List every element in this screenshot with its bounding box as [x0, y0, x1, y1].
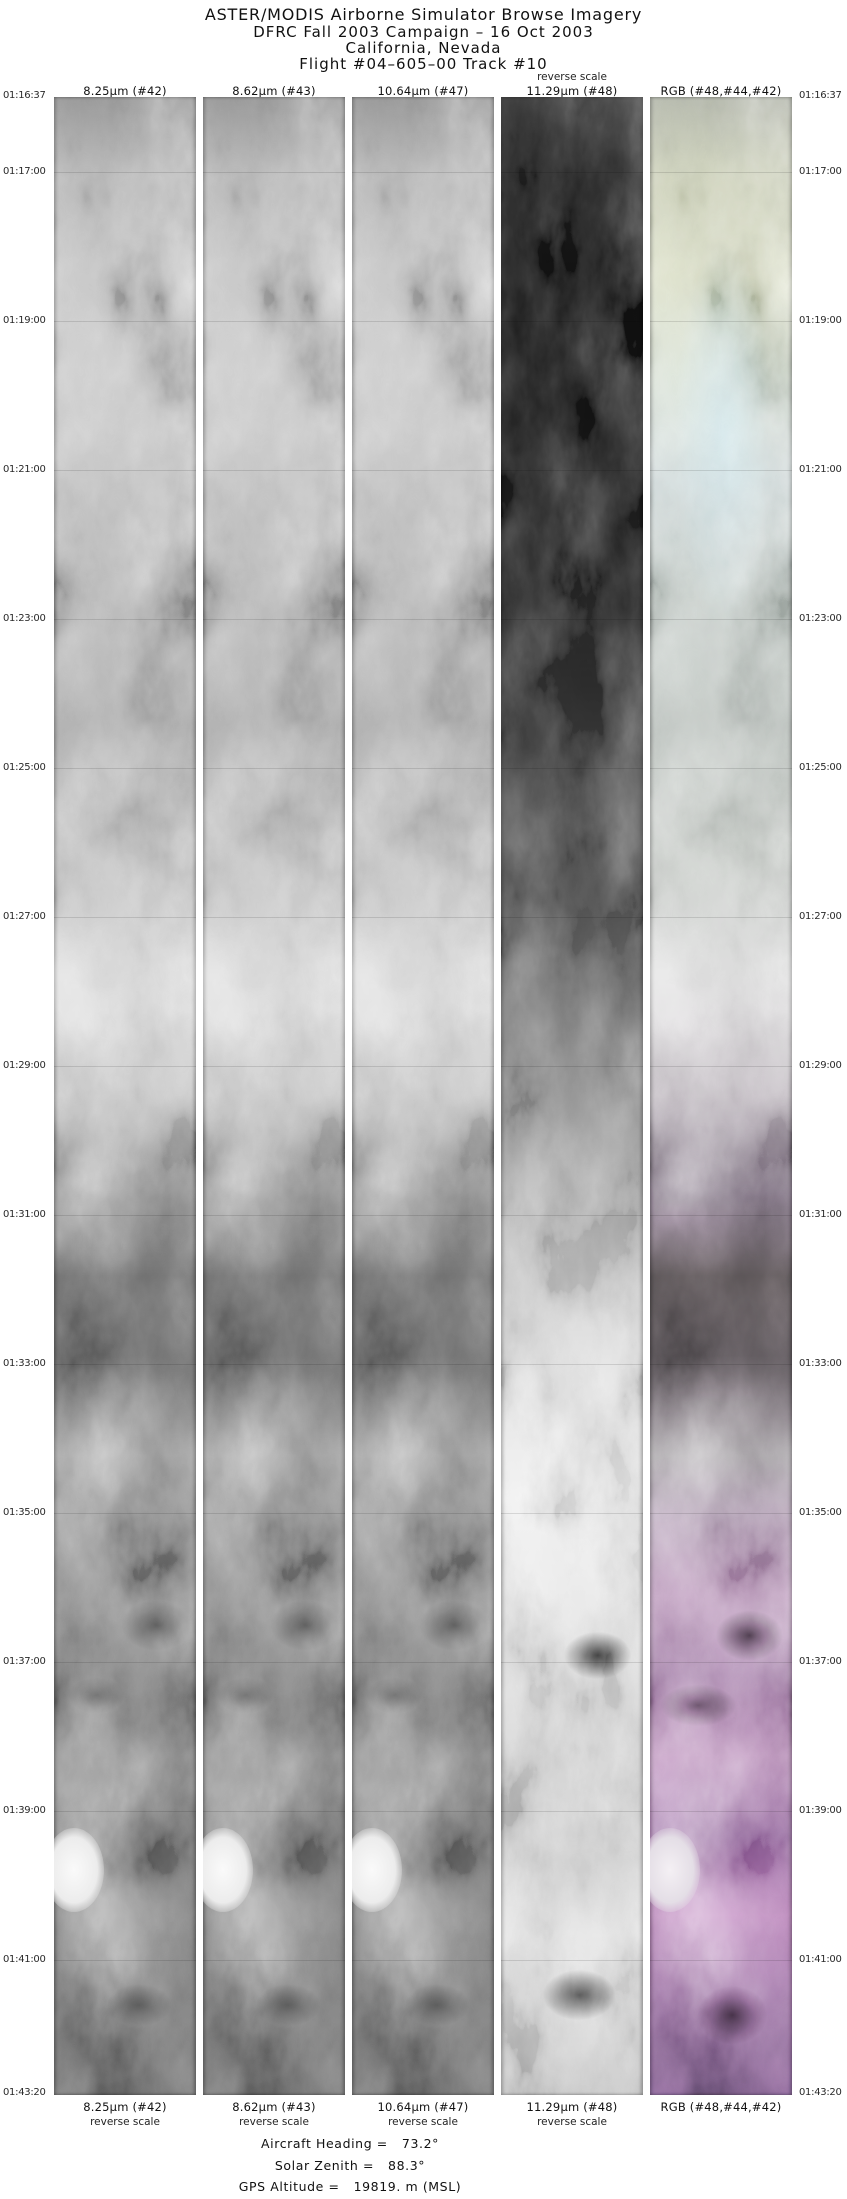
time-label: 01:33:00: [799, 1358, 842, 1369]
terrain-texture-shadow: [352, 97, 494, 2095]
time-label: 01:43:20: [3, 2087, 46, 2098]
bright-terrain-patch: [54, 1828, 104, 1912]
aircraft-heading-line: Aircraft Heading = 73.2°: [0, 2136, 700, 2151]
gps-altitude-label: GPS Altitude =: [238, 2179, 340, 2194]
time-gutter-right: 01:16:37 01:17:00 01:19:00 01:21:00 01:23:00…: [799, 0, 847, 2199]
flight-subtitle: Flight #04–605–00 Track #10: [299, 55, 548, 73]
column-label-bottom-10-64um: 10.64μm (#47): [377, 2100, 469, 2114]
time-label: 01:25:00: [799, 762, 842, 773]
column-label-bottom-rgb: RGB (#48,#44,#42): [660, 2100, 782, 2114]
bright-terrain-patch: [650, 1828, 700, 1912]
terrain-texture-shadow: [501, 97, 643, 2095]
bright-terrain-patch: [352, 1828, 402, 1912]
column-label-bottom-8-25um: 8.25μm (#42): [83, 2100, 167, 2114]
time-label: 01:25:00: [3, 762, 46, 773]
time-label: 01:29:00: [799, 1060, 842, 1071]
scene-boundary-seams: [203, 172, 345, 2095]
time-label: 01:27:00: [799, 911, 842, 922]
time-label: 01:17:00: [3, 166, 46, 177]
column-label-top-10-64um: 10.64μm (#47): [377, 84, 469, 98]
time-label: 01:16:37: [3, 90, 46, 101]
time-label: 01:39:00: [3, 1805, 46, 1816]
bright-terrain-patch: [203, 1828, 253, 1912]
reverse-scale-note-bottom-1: reverse scale: [90, 2116, 160, 2128]
scene-boundary-seams: [501, 172, 643, 2095]
terrain-texture-shadow: [203, 97, 345, 2095]
time-label: 01:16:37: [799, 90, 842, 101]
column-label-top-rgb: RGB (#48,#44,#42): [660, 84, 782, 98]
solar-zenith-label: Solar Zenith =: [274, 2158, 375, 2173]
image-strip-10-64um: [352, 97, 494, 2095]
image-strip-8-25um: [54, 97, 196, 2095]
time-label: 01:17:00: [799, 166, 842, 177]
column-label-bottom-8-62um: 8.62μm (#43): [232, 2100, 316, 2114]
time-label: 01:27:00: [3, 911, 46, 922]
solar-zenith-line: Solar Zenith = 88.3°: [0, 2158, 700, 2173]
time-label: 01:35:00: [3, 1507, 46, 1518]
reverse-scale-note-bottom-3: reverse scale: [388, 2116, 458, 2128]
time-label: 01:21:00: [799, 464, 842, 475]
time-label: 01:39:00: [799, 1805, 842, 1816]
column-label-top-11-29um: 11.29μm (#48): [526, 84, 618, 98]
time-label: 01:41:00: [799, 1954, 842, 1965]
time-label: 01:31:00: [799, 1209, 842, 1220]
page-title: ASTER/MODIS Airborne Simulator Browse Im…: [204, 5, 643, 24]
time-label: 01:19:00: [3, 315, 46, 326]
solar-zenith-value: 88.3°: [388, 2158, 426, 2173]
time-gutter-left: 01:16:37 01:17:00 01:19:00 01:21:00 01:23:00…: [3, 0, 53, 2199]
time-label: 01:31:00: [3, 1209, 46, 1220]
image-strip-8-62um: [203, 97, 345, 2095]
scene-boundary-seams: [650, 172, 792, 2095]
location-subtitle: California, Nevada: [345, 39, 502, 57]
column-label-top-8-25um: 8.25μm (#42): [83, 84, 167, 98]
reverse-scale-note-top: reverse scale: [537, 71, 607, 83]
column-label-top-8-62um: 8.62μm (#43): [232, 84, 316, 98]
time-label: 01:21:00: [3, 464, 46, 475]
terrain-texture-shadow: [650, 97, 792, 2095]
terrain-texture-shadow: [54, 97, 196, 2095]
time-label: 01:35:00: [799, 1507, 842, 1518]
time-label: 01:19:00: [799, 315, 842, 326]
time-label: 01:37:00: [799, 1656, 842, 1667]
image-strip-11-29um-reversed: [501, 97, 643, 2095]
gps-altitude-value: 19819. m (MSL): [353, 2179, 462, 2194]
time-label: 01:33:00: [3, 1358, 46, 1369]
time-label: 01:41:00: [3, 1954, 46, 1965]
time-label: 01:43:20: [799, 2087, 842, 2098]
time-label: 01:29:00: [3, 1060, 46, 1071]
scene-boundary-seams: [352, 172, 494, 2095]
time-label: 01:23:00: [799, 613, 842, 624]
aircraft-heading-value: 73.2°: [401, 2136, 439, 2151]
reverse-scale-note-bottom-2: reverse scale: [239, 2116, 309, 2128]
reverse-scale-note-bottom-4: reverse scale: [537, 2116, 607, 2128]
scene-boundary-seams: [54, 172, 196, 2095]
campaign-subtitle: DFRC Fall 2003 Campaign – 16 Oct 2003: [253, 23, 594, 41]
time-label: 01:37:00: [3, 1656, 46, 1667]
image-strip-rgb-composite: [650, 97, 792, 2095]
gps-altitude-line: GPS Altitude = 19819. m (MSL): [0, 2179, 700, 2194]
column-label-bottom-11-29um: 11.29μm (#48): [526, 2100, 618, 2114]
aircraft-heading-label: Aircraft Heading =: [261, 2136, 388, 2151]
time-label: 01:23:00: [3, 613, 46, 624]
